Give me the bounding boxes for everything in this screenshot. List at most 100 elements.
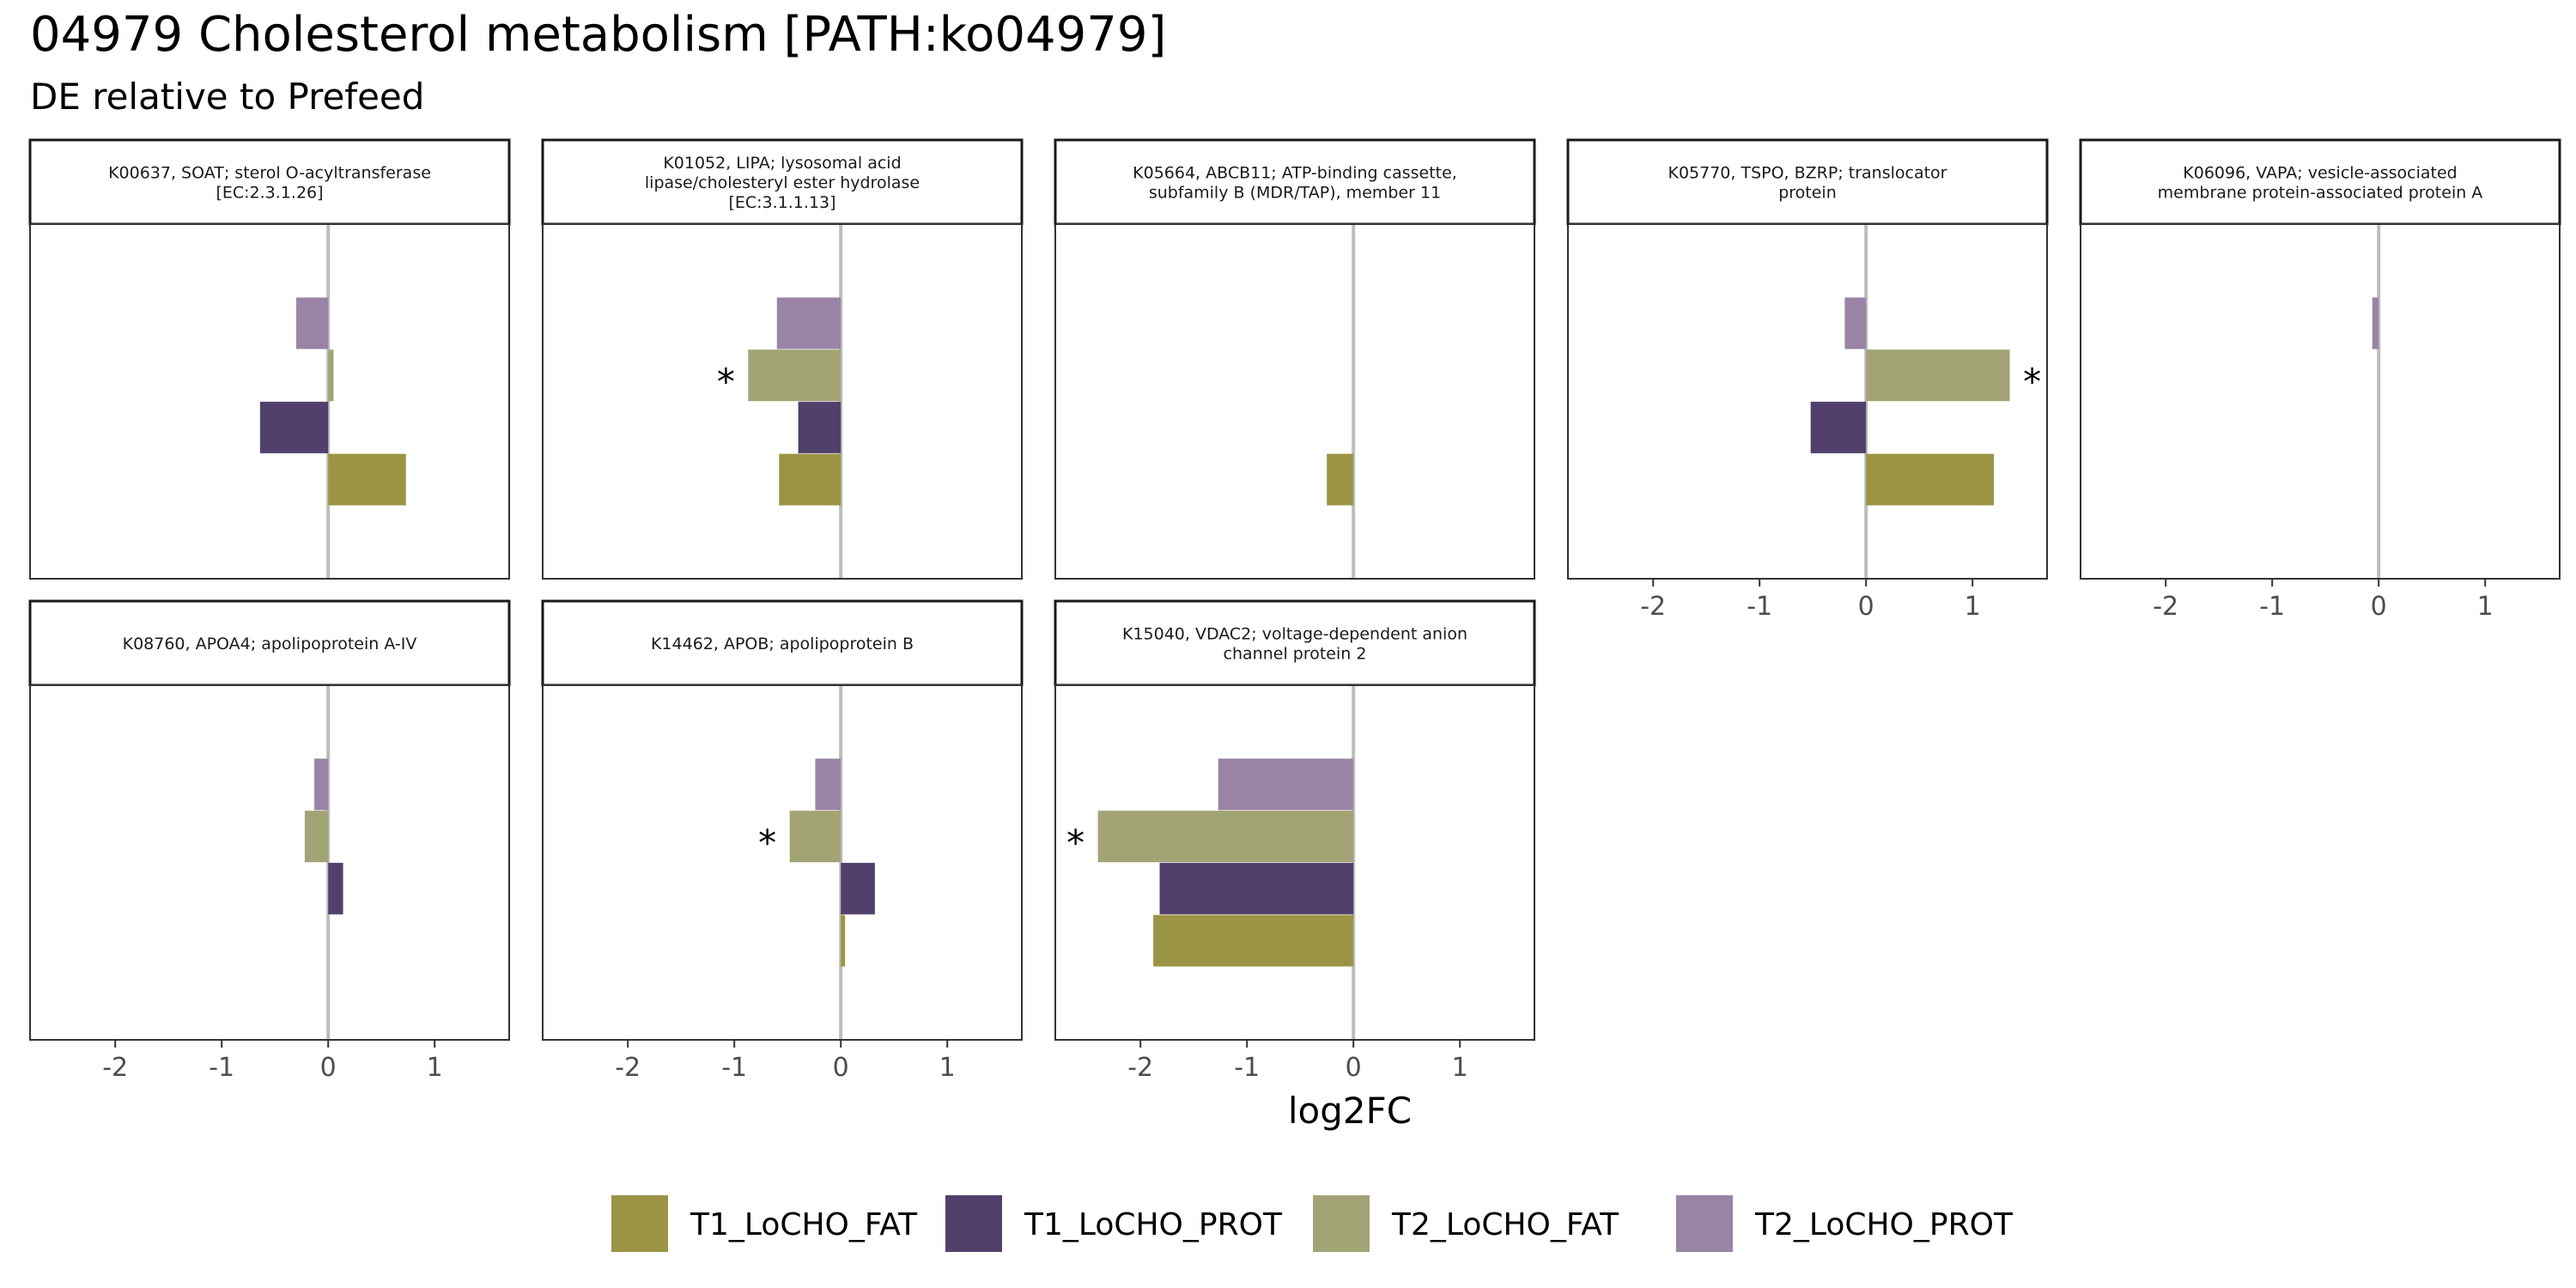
bar-t1-locho-fat — [841, 914, 846, 967]
facet-strip-label: channel protein 2 — [1224, 645, 1367, 664]
x-axes: -2 -1 0 1 -2 -1 0 1 -2 -1 0 1 -2 -1 0 1 -2 -1 0 1 — [102, 579, 2494, 1083]
panel-background — [1568, 224, 2047, 579]
chart-panels: K00637, SOAT; sterol O-acyltransferase[E… — [28, 138, 2561, 1041]
legend-label: T1_LoCHO_PROT — [1024, 1207, 1283, 1242]
bar-t1-locho-fat — [1327, 453, 1354, 506]
bar-t2-locho-fat — [328, 349, 334, 402]
x-tick-label: 0 — [320, 1053, 337, 1083]
x-tick-label: -1 — [1234, 1053, 1260, 1083]
panel-background — [1055, 685, 1534, 1040]
legend-item: T2_LoCHO_PROT — [1676, 1195, 2014, 1252]
x-tick-label: -2 — [2153, 592, 2178, 622]
facet-strip — [2079, 138, 2561, 226]
bar-t1-locho-prot — [798, 401, 841, 453]
facet-strip-label: protein — [1778, 184, 1837, 203]
x-tick-label: -2 — [102, 1053, 128, 1083]
facet-strip-label: K00637, SOAT; sterol O-acyltransferase — [108, 164, 431, 183]
bar-t1-locho-fat — [328, 453, 406, 506]
bar-t2-locho-prot — [296, 297, 329, 349]
x-tick-label: 0 — [833, 1053, 849, 1083]
bar-t2-locho-prot — [1844, 297, 1867, 349]
x-tick-label: 1 — [427, 1053, 443, 1083]
bar-t2-locho-fat — [1866, 349, 2010, 402]
facet-panel: K06096, VAPA; vesicle-associatedmembrane… — [2079, 138, 2561, 580]
legend-item: T1_LoCHO_FAT — [611, 1195, 918, 1252]
x-tick-label: -1 — [2259, 592, 2285, 622]
bar-t1-locho-prot — [328, 862, 343, 914]
x-tick-label: 1 — [1452, 1053, 1468, 1083]
bar-t2-locho-prot — [815, 758, 841, 811]
legend-label: T2_LoCHO_FAT — [1391, 1207, 1619, 1242]
x-axis-title: log2FC — [1288, 1090, 1412, 1132]
panel-background — [30, 685, 509, 1040]
facet-panel: K01052, LIPA; lysosomal acidlipase/chole… — [541, 138, 1024, 580]
legend-swatch — [611, 1195, 668, 1252]
legend: T1_LoCHO_FAT T1_LoCHO_PROT T2_LoCHO_FAT T2_… — [611, 1195, 2014, 1252]
x-tick-label: 1 — [939, 1053, 956, 1083]
facet-strip-label: K06096, VAPA; vesicle-associated — [2183, 164, 2457, 183]
x-tick-label: 1 — [1965, 592, 1981, 622]
bar-t1-locho-prot — [259, 401, 329, 453]
facet-strip — [541, 599, 1024, 687]
facet-strip — [1054, 138, 1536, 226]
significance-star: * — [1066, 822, 1084, 864]
panel-border — [1567, 223, 2048, 580]
facet-strip-label: [EC:2.3.1.26] — [216, 184, 323, 203]
x-tick-label: 0 — [1346, 1053, 1362, 1083]
bar-t1-locho-fat — [779, 453, 841, 506]
panel-border — [29, 223, 510, 580]
page-title: 04979 Cholesterol metabolism [PATH:ko049… — [30, 7, 1167, 63]
bar-t2-locho-fat — [789, 811, 841, 863]
facet-strip — [541, 138, 1024, 226]
facet-strip-label: K08760, APOA4; apolipoprotein A-IV — [123, 635, 417, 653]
facet-panel: K15040, VDAC2; voltage-dependent anionch… — [1054, 599, 1536, 1041]
panel-background — [2081, 224, 2560, 579]
significance-star: * — [758, 822, 776, 864]
x-tick-label: -1 — [209, 1053, 234, 1083]
facet-strip-label: K05770, TSPO, BZRP; translocator — [1668, 164, 1947, 183]
facet-strip-label: membrane protein-associated protein A — [2158, 184, 2483, 203]
panel-border — [2080, 223, 2561, 580]
bar-t2-locho-fat — [304, 811, 329, 863]
legend-item: T2_LoCHO_FAT — [1313, 1195, 1619, 1252]
panel-border — [29, 684, 510, 1041]
legend-label: T1_LoCHO_FAT — [690, 1207, 918, 1242]
facet-panel: K00637, SOAT; sterol O-acyltransferase[E… — [28, 138, 511, 580]
facet-panel: K05664, ABCB11; ATP-binding cassette,sub… — [1054, 138, 1536, 580]
legend-swatch — [945, 1195, 1002, 1252]
bar-t2-locho-fat — [1097, 811, 1354, 863]
facet-panel: K14462, APOB; apolipoprotein B * — [541, 599, 1024, 1041]
facet-strip — [28, 599, 511, 687]
facet-strip — [1054, 599, 1536, 687]
panel-background — [543, 685, 1022, 1040]
facet-strip-label: K05664, ABCB11; ATP-binding cassette, — [1133, 164, 1457, 183]
panel-border — [542, 223, 1023, 580]
x-tick-label: 0 — [1858, 592, 1874, 622]
bar-t2-locho-prot — [1218, 758, 1354, 811]
page-subtitle: DE relative to Prefeed — [30, 76, 425, 118]
panel-border — [1054, 223, 1535, 580]
bar-t1-locho-prot — [1810, 401, 1867, 453]
bar-t2-locho-prot — [776, 297, 841, 349]
facet-strip-label: [EC:3.1.1.13] — [728, 193, 835, 212]
bar-t2-locho-prot — [314, 758, 329, 811]
x-tick-label: -1 — [721, 1053, 747, 1083]
facet-strip-label: K14462, APOB; apolipoprotein B — [651, 635, 914, 653]
legend-label: T2_LoCHO_PROT — [1754, 1207, 2014, 1242]
panel-background — [1055, 224, 1534, 579]
legend-item: T1_LoCHO_PROT — [945, 1195, 1283, 1252]
x-tick-label: -1 — [1747, 592, 1772, 622]
bar-t1-locho-fat — [1153, 914, 1354, 967]
facet-strip-label: lipase/cholesteryl ester hydrolase — [645, 173, 920, 192]
panel-background — [543, 224, 1022, 579]
bar-t2-locho-prot — [2372, 297, 2379, 349]
x-tick-label: 1 — [2477, 592, 2494, 622]
legend-swatch — [1676, 1195, 1733, 1252]
panel-border — [542, 684, 1023, 1041]
panel-border — [1054, 684, 1535, 1041]
bar-t1-locho-fat — [1866, 453, 1994, 506]
x-tick-label: -2 — [615, 1053, 641, 1083]
bar-t1-locho-prot — [1159, 862, 1354, 914]
facet-strip-label: K15040, VDAC2; voltage-dependent anion — [1122, 625, 1467, 644]
legend-swatch — [1313, 1195, 1370, 1252]
